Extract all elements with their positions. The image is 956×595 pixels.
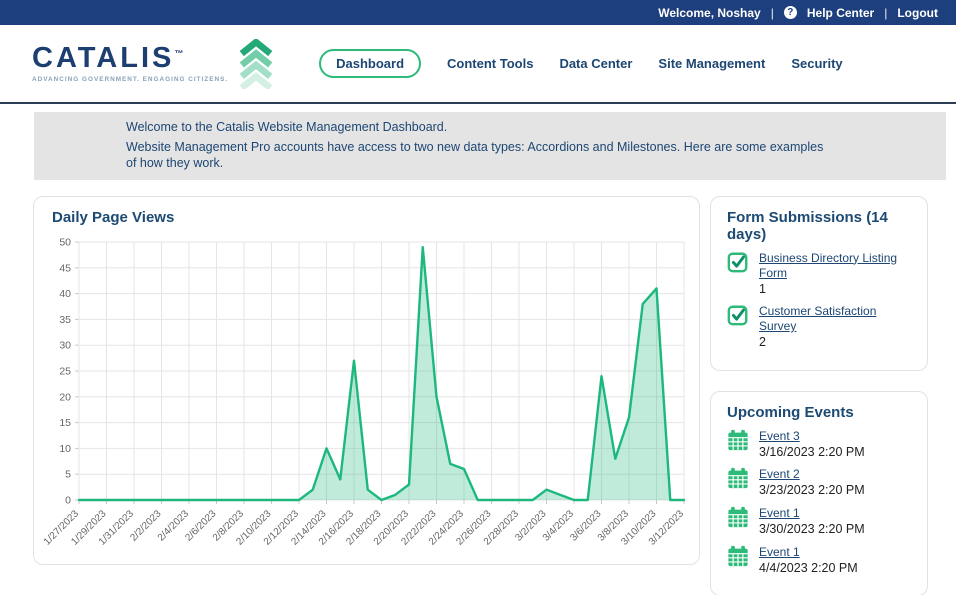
upcoming-events-card: Upcoming Events Event 3 3/16/2023 2:20 P… [710, 391, 928, 595]
svg-text:40: 40 [59, 288, 71, 300]
catalis-logo[interactable]: CATALIS™ ADVANCING GOVERNMENT. ENGAGING … [32, 39, 275, 89]
help-icon[interactable]: ? [784, 6, 797, 19]
nav-site-management[interactable]: Site Management [658, 56, 765, 71]
calendar-icon [727, 467, 749, 489]
upcoming-events-title: Upcoming Events [727, 404, 911, 421]
welcome-text: Welcome, Noshay [658, 6, 760, 20]
event-item: Event 2 3/23/2023 2:20 PM [727, 467, 911, 499]
svg-text:35: 35 [59, 313, 71, 325]
form-submission-item: Customer Satisfaction Survey 2 [727, 304, 911, 351]
form-link[interactable]: Business Directory Listing Form [759, 251, 911, 281]
form-link[interactable]: Customer Satisfaction Survey [759, 304, 911, 334]
logout-link[interactable]: Logout [897, 6, 938, 20]
event-link[interactable]: Event 3 [759, 429, 865, 444]
chevrons-icon [237, 39, 275, 89]
welcome-banner: Welcome to the Catalis Website Managemen… [34, 112, 946, 180]
svg-text:10: 10 [59, 442, 71, 454]
nav-content-tools[interactable]: Content Tools [447, 56, 533, 71]
banner-line-1: Welcome to the Catalis Website Managemen… [126, 119, 826, 136]
main-content: Daily Page Views 051015202530354045501/2… [0, 196, 956, 595]
form-submissions-title: Form Submissions (14 days) [727, 209, 911, 243]
svg-text:30: 30 [59, 339, 71, 351]
banner-line-2: Website Management Pro accounts have acc… [126, 139, 826, 172]
svg-text:15: 15 [59, 417, 71, 429]
help-center-link[interactable]: Help Center [807, 6, 874, 20]
logo-wordmark: CATALIS™ [32, 44, 228, 73]
event-item: Event 1 4/4/2023 2:20 PM [727, 545, 911, 577]
event-datetime: 3/16/2023 2:20 PM [759, 445, 865, 461]
event-link[interactable]: Event 2 [759, 467, 865, 482]
calendar-icon [727, 506, 749, 528]
logo-tagline: ADVANCING GOVERNMENT. ENGAGING CITIZENS. [32, 76, 228, 83]
submission-count: 1 [759, 282, 911, 298]
topbar: Welcome, Noshay | ? Help Center | Logout [0, 0, 956, 25]
svg-text:50: 50 [59, 236, 71, 248]
svg-text:5: 5 [65, 468, 71, 480]
daily-page-views-card: Daily Page Views 051015202530354045501/2… [33, 196, 700, 565]
daily-page-views-chart: 051015202530354045501/27/20231/29/20231/… [44, 230, 689, 560]
separator: | [884, 6, 887, 20]
calendar-icon [727, 545, 749, 567]
calendar-icon [727, 429, 749, 451]
event-item: Event 1 3/30/2023 2:20 PM [727, 506, 911, 538]
svg-text:20: 20 [59, 391, 71, 403]
svg-text:25: 25 [59, 365, 71, 377]
nav-security[interactable]: Security [791, 56, 842, 71]
submission-count: 2 [759, 335, 911, 351]
checkbox-checked-icon [727, 304, 749, 326]
nav-data-center[interactable]: Data Center [559, 56, 632, 71]
header: CATALIS™ ADVANCING GOVERNMENT. ENGAGING … [0, 25, 956, 104]
event-link[interactable]: Event 1 [759, 545, 858, 560]
checkbox-checked-icon [727, 251, 749, 273]
trademark-symbol: ™ [174, 48, 183, 58]
right-column: Form Submissions (14 days) Business Dire… [710, 196, 928, 595]
svg-text:45: 45 [59, 262, 71, 274]
nav-dashboard[interactable]: Dashboard [319, 49, 421, 78]
event-link[interactable]: Event 1 [759, 506, 865, 521]
event-datetime: 4/4/2023 2:20 PM [759, 561, 858, 577]
form-submissions-card: Form Submissions (14 days) Business Dire… [710, 196, 928, 371]
form-submission-item: Business Directory Listing Form 1 [727, 251, 911, 298]
event-item: Event 3 3/16/2023 2:20 PM [727, 429, 911, 461]
event-datetime: 3/30/2023 2:20 PM [759, 522, 865, 538]
chart-title: Daily Page Views [44, 209, 689, 226]
event-datetime: 3/23/2023 2:20 PM [759, 483, 865, 499]
main-nav: Dashboard Content Tools Data Center Site… [319, 49, 843, 78]
separator: | [771, 6, 774, 20]
svg-text:0: 0 [65, 494, 71, 506]
